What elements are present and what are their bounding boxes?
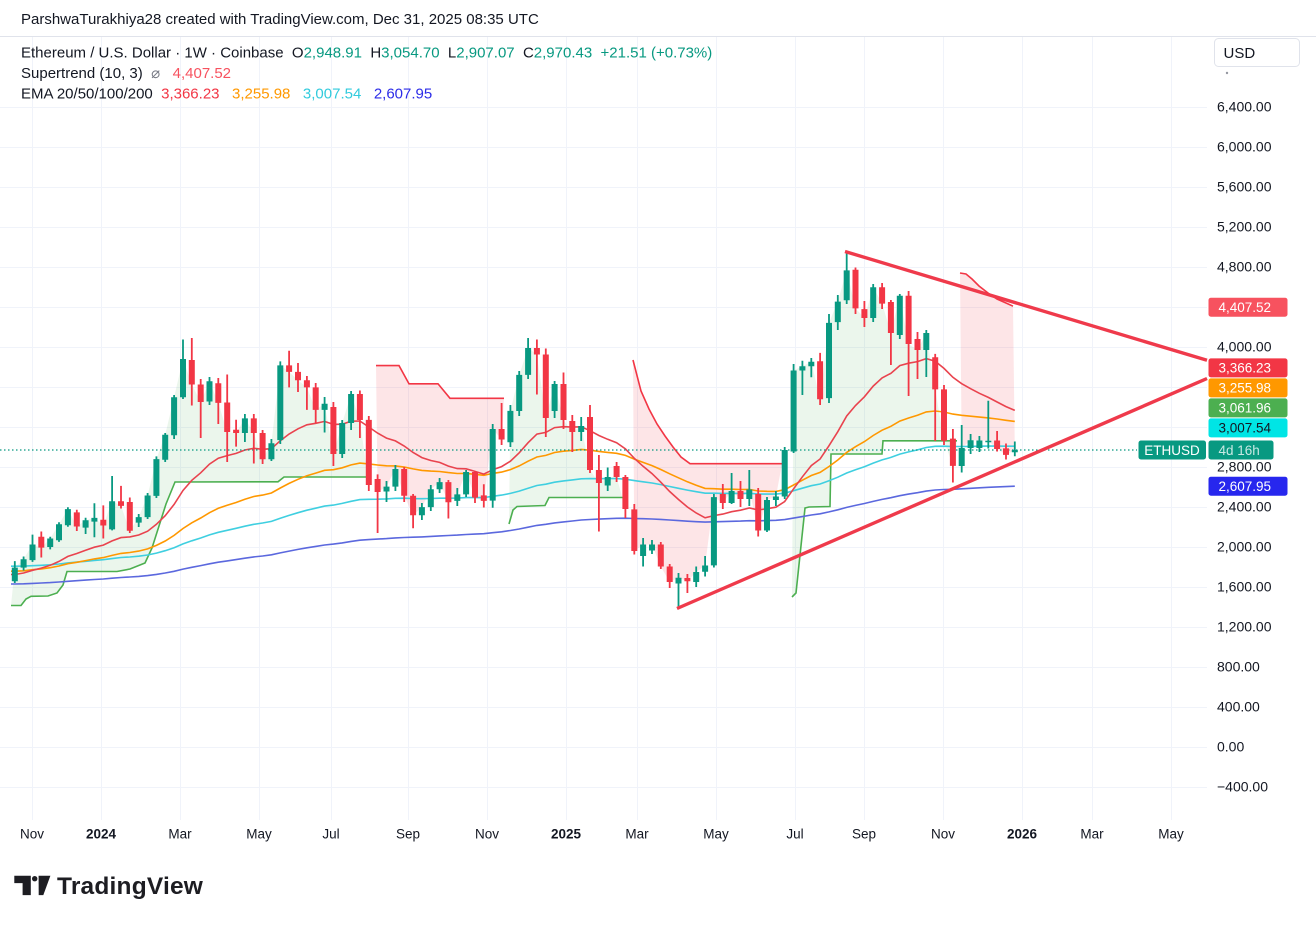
svg-text:Nov: Nov xyxy=(931,827,955,842)
svg-text:Sep: Sep xyxy=(852,827,876,842)
svg-text:4,800.00: 4,800.00 xyxy=(1217,259,1272,275)
svg-text:6,000.00: 6,000.00 xyxy=(1217,139,1272,155)
svg-text:2025: 2025 xyxy=(551,827,582,842)
svg-text:4d 16h: 4d 16h xyxy=(1219,443,1260,458)
svg-text:5,200.00: 5,200.00 xyxy=(1217,219,1272,235)
svg-text:ETHUSD: ETHUSD xyxy=(1144,443,1200,458)
svg-text:EMA 20/50/100/200 3,366.23: EMA 20/50/100/200 3,366.23 3,255.98 3,00… xyxy=(21,86,432,103)
svg-text:Jul: Jul xyxy=(322,827,339,842)
svg-text:1,200.00: 1,200.00 xyxy=(1217,619,1272,635)
svg-text:2024: 2024 xyxy=(86,827,117,842)
svg-text:ParshwaTurakhiya28 created wit: ParshwaTurakhiya28 created with TradingV… xyxy=(21,11,539,28)
svg-text:3,255.98: 3,255.98 xyxy=(1219,381,1272,396)
svg-text:3,061.96: 3,061.96 xyxy=(1219,401,1272,416)
svg-text:2026: 2026 xyxy=(1007,827,1038,842)
svg-text:0.00: 0.00 xyxy=(1217,739,1244,755)
svg-text:Mar: Mar xyxy=(1080,827,1104,842)
svg-text:5,600.00: 5,600.00 xyxy=(1217,179,1272,195)
svg-text:2,000.00: 2,000.00 xyxy=(1217,539,1272,555)
svg-text:6,400.00: 6,400.00 xyxy=(1217,99,1272,115)
svg-text:−400.00: −400.00 xyxy=(1217,779,1268,795)
svg-text:Jul: Jul xyxy=(786,827,803,842)
svg-text:800.00: 800.00 xyxy=(1217,659,1260,675)
svg-text:Nov: Nov xyxy=(475,827,499,842)
svg-text:USD: USD xyxy=(1224,45,1256,62)
svg-text:May: May xyxy=(1158,827,1184,842)
svg-text:2,400.00: 2,400.00 xyxy=(1217,499,1272,515)
svg-text:Ethereum / U.S. Dollar · 1W ·: Ethereum / U.S. Dollar · 1W · Coinbase O… xyxy=(21,45,712,62)
svg-text:2,607.95: 2,607.95 xyxy=(1219,479,1272,494)
svg-text:May: May xyxy=(703,827,729,842)
svg-text:TradingView: TradingView xyxy=(57,873,204,900)
svg-text:May: May xyxy=(246,827,272,842)
svg-text:4,407.52: 4,407.52 xyxy=(1219,300,1272,315)
svg-text:Mar: Mar xyxy=(168,827,192,842)
svg-text:4,000.00: 4,000.00 xyxy=(1217,339,1272,355)
svg-text:400.00: 400.00 xyxy=(1217,699,1260,715)
svg-text:Mar: Mar xyxy=(625,827,649,842)
svg-text:3,007.54: 3,007.54 xyxy=(1219,421,1272,436)
svg-text:Sep: Sep xyxy=(396,827,420,842)
svg-text:Nov: Nov xyxy=(20,827,44,842)
svg-text:2,800.00: 2,800.00 xyxy=(1217,459,1272,475)
svg-text:3,366.23: 3,366.23 xyxy=(1219,361,1272,376)
svg-text:1,600.00: 1,600.00 xyxy=(1217,579,1272,595)
svg-text:Supertrend (10, 3) ⌀ 4,407.: Supertrend (10, 3) ⌀ 4,407.52 xyxy=(21,65,231,82)
